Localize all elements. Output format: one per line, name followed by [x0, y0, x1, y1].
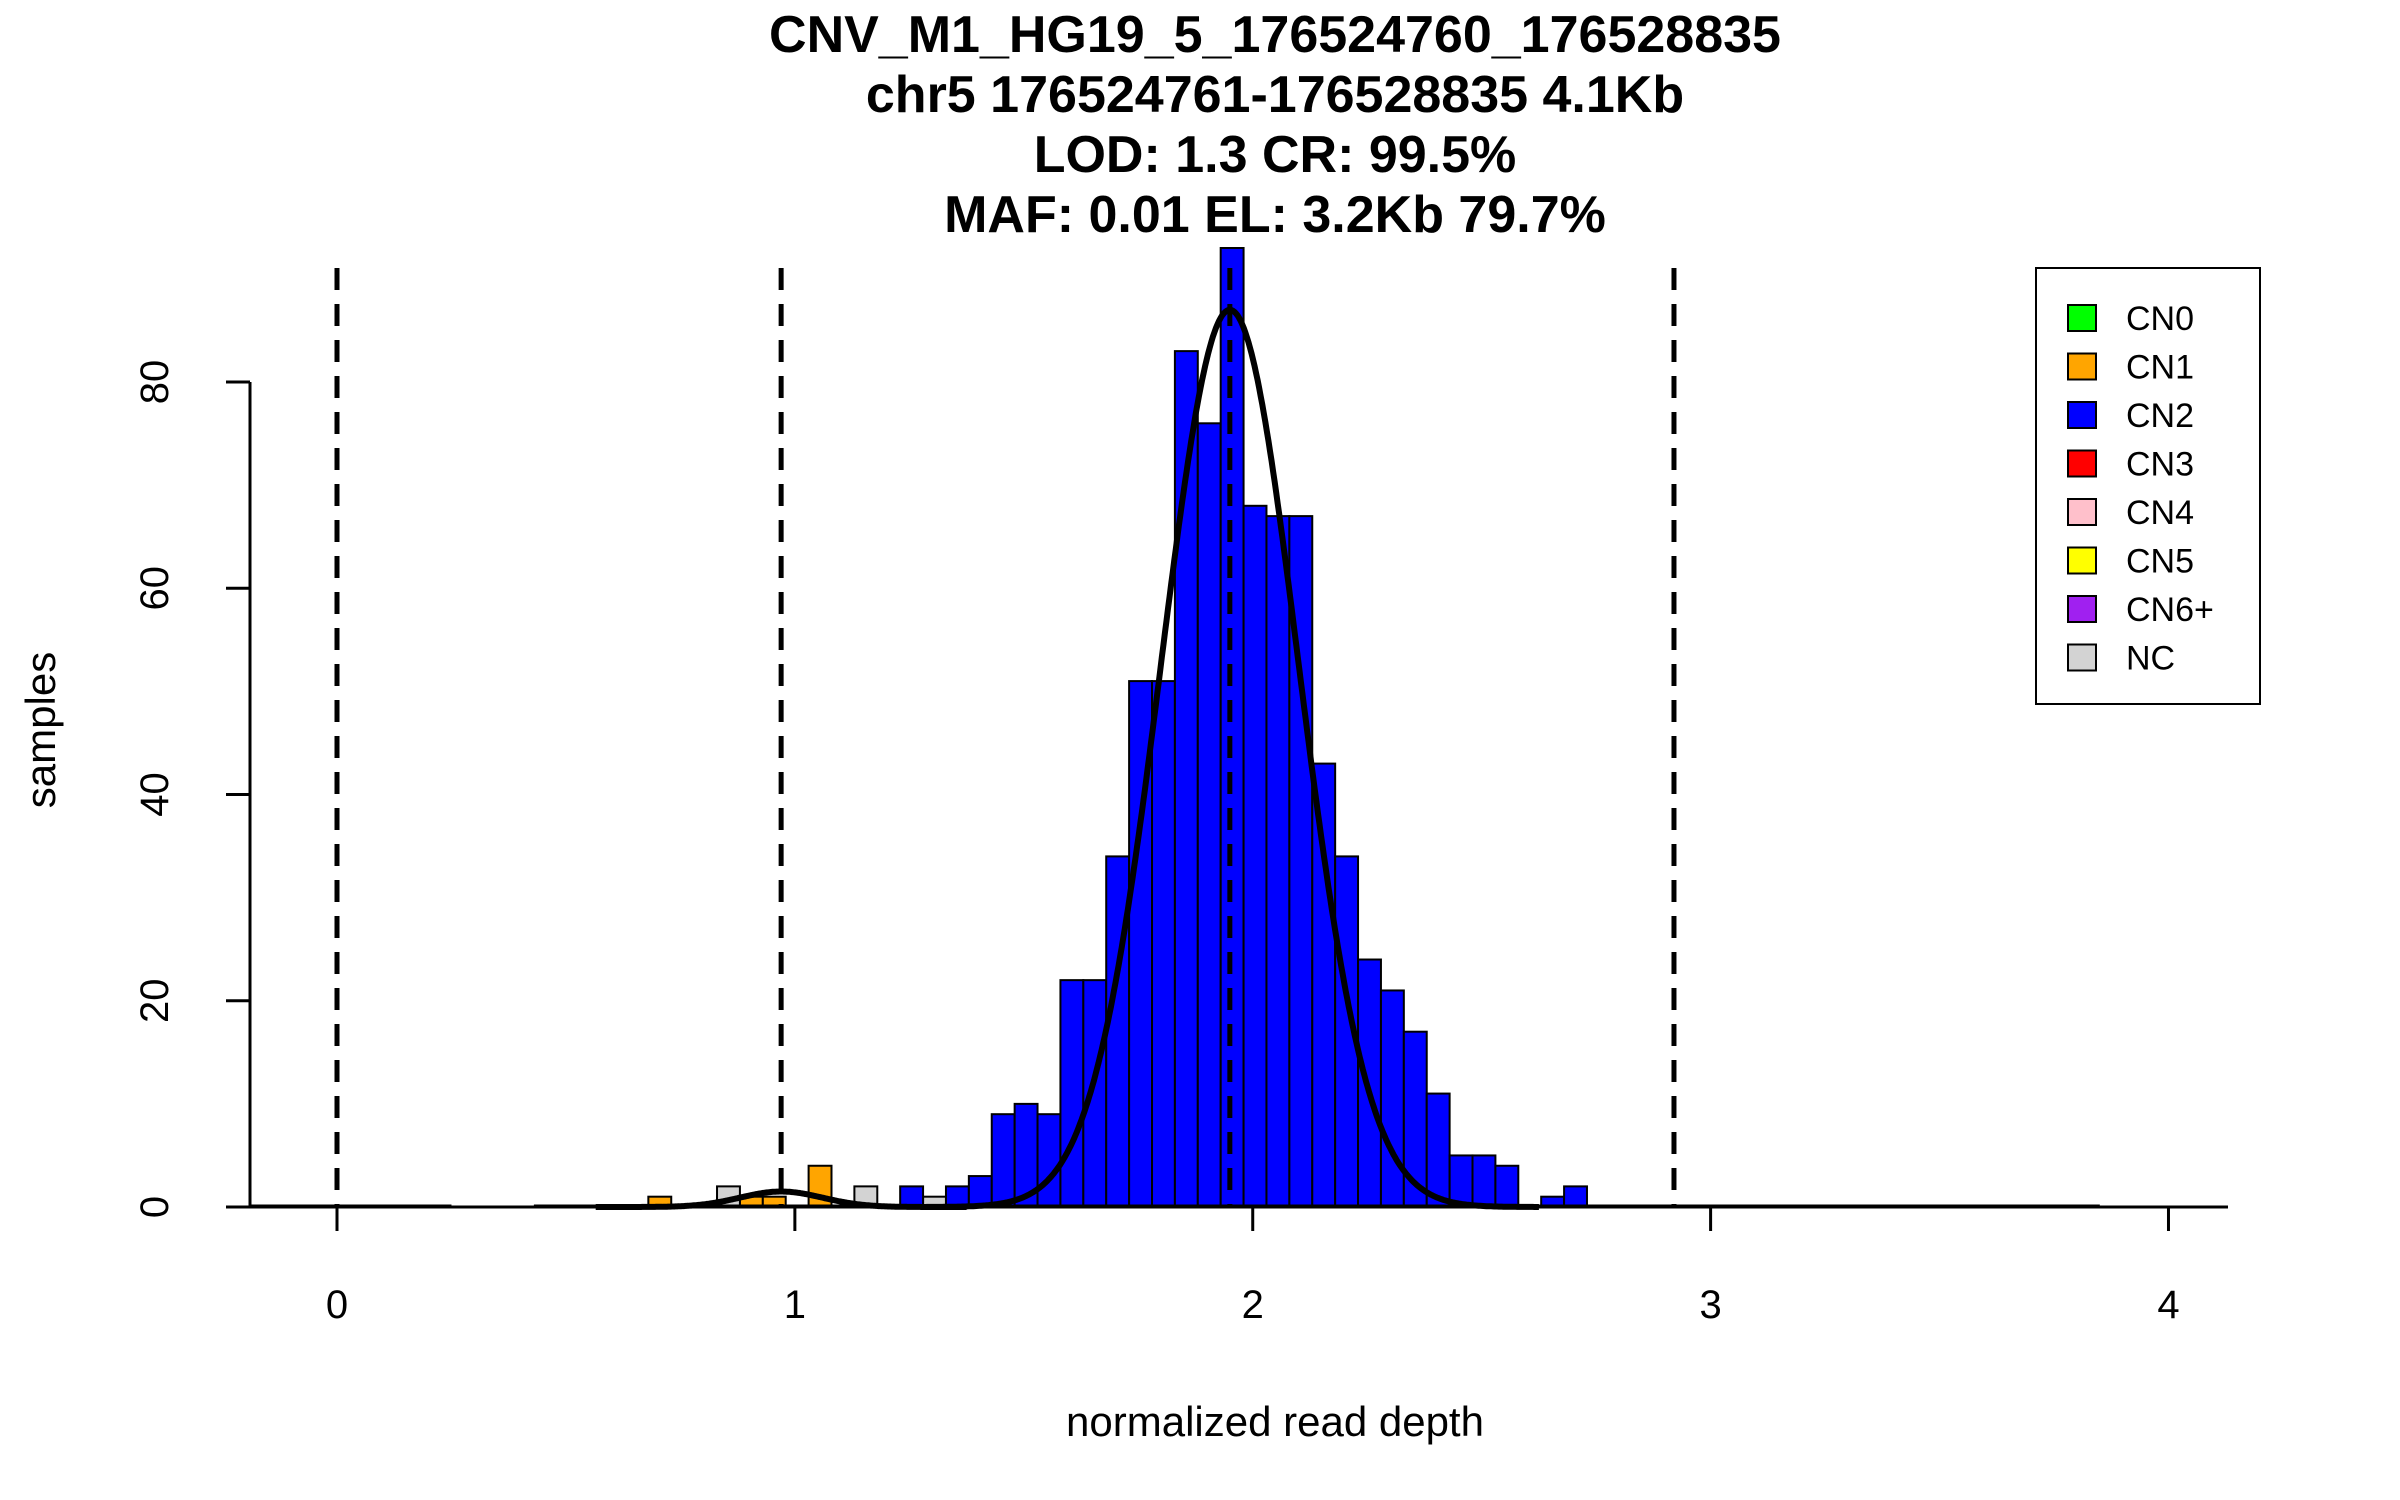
histogram-bar-cn2 — [1563, 1185, 1588, 1208]
legend-items: CN0 CN1 CN2 CN3 CN4 CN5 CN6+ NC — [2067, 300, 2214, 678]
title-line-2: chr5 176524761-176528835 4.1Kb — [866, 66, 1684, 124]
y-axis-label: samples — [17, 652, 64, 808]
histogram-bar-cn2 — [1379, 989, 1405, 1208]
histogram-bar-cn2 — [1036, 1113, 1062, 1209]
x-axis-label: normalized read depth — [1066, 1398, 1484, 1445]
x-tick-label: 0 — [326, 1283, 348, 1327]
legend-swatch-cn1 — [2067, 352, 2097, 381]
title-line-4: MAF: 0.01 EL: 3.2Kb 79.7% — [944, 186, 1606, 244]
density-curve — [920, 306, 1539, 1210]
chart-title: CNV_M1_HG19_5_176524760_176528835 chr5 1… — [769, 6, 1781, 244]
histogram-bar-cn2 — [1082, 979, 1108, 1208]
legend-swatch-cn0 — [2067, 304, 2097, 332]
histogram-bar-cn2 — [1448, 1154, 1474, 1209]
legend-label: CN5 — [2126, 543, 2194, 581]
legend-label: CN3 — [2126, 446, 2194, 484]
legend-label: CN0 — [2126, 300, 2194, 338]
y-tick-label: 40 — [133, 772, 177, 817]
legend-label: CN1 — [2126, 349, 2194, 387]
legend-label: CN6+ — [2126, 591, 2214, 629]
axes: 0 1 2 3 4 0 20 40 60 80 normalized read depth sa… — [17, 360, 2228, 1445]
legend-label: CN4 — [2126, 494, 2194, 532]
x-axis-ticks: 0 1 2 3 4 — [326, 1207, 2180, 1327]
legend-label: NC — [2126, 640, 2175, 678]
title-line-1: CNV_M1_HG19_5_176524760_176528835 — [769, 6, 1781, 64]
histogram-bar-cn2 — [1242, 504, 1268, 1208]
y-tick-label: 0 — [133, 1196, 177, 1218]
legend-swatch-nc — [2067, 643, 2097, 672]
histogram-bar-cn2 — [1425, 1092, 1451, 1209]
histogram-bar-cn2 — [1311, 762, 1337, 1208]
histogram-bar-cn2 — [1196, 422, 1222, 1208]
title-line-3: LOD: 1.3 CR: 99.5% — [1034, 126, 1517, 184]
copy-number-thresholds — [334, 268, 1677, 1207]
legend-swatch-cn5 — [2067, 546, 2097, 575]
legend-swatch-cn4 — [2067, 498, 2097, 526]
x-tick-label: 1 — [784, 1283, 806, 1327]
legend-swatch-cn6plus — [2067, 595, 2097, 623]
legend-swatch-cn3 — [2067, 449, 2097, 478]
x-tick-label: 2 — [1242, 1283, 1264, 1327]
y-tick-label: 80 — [133, 360, 177, 405]
histogram-bar-cn2 — [1494, 1164, 1520, 1208]
legend-box — [2035, 267, 2261, 705]
histogram-bars — [647, 247, 1588, 1209]
y-tick-label: 60 — [133, 566, 177, 611]
histogram-bar-cn2 — [990, 1113, 1016, 1209]
x-tick-label: 3 — [1699, 1283, 1721, 1327]
legend-swatch-cn2 — [2067, 401, 2097, 429]
y-axis-ticks: 0 20 40 60 80 — [133, 360, 250, 1218]
histogram-bar-cn2 — [1059, 979, 1085, 1208]
histogram-bar-cn2 — [1471, 1154, 1497, 1209]
legend-label: CN2 — [2126, 397, 2194, 435]
histogram-bar-cn2 — [1151, 680, 1176, 1208]
legend: CN0 CN1 CN2 CN3 CN4 CN5 CN6+ NC — [2035, 267, 2261, 705]
histogram-bar-cn2 — [1265, 515, 1291, 1208]
x-tick-label: 4 — [2157, 1283, 2179, 1327]
y-tick-label: 20 — [133, 979, 177, 1024]
